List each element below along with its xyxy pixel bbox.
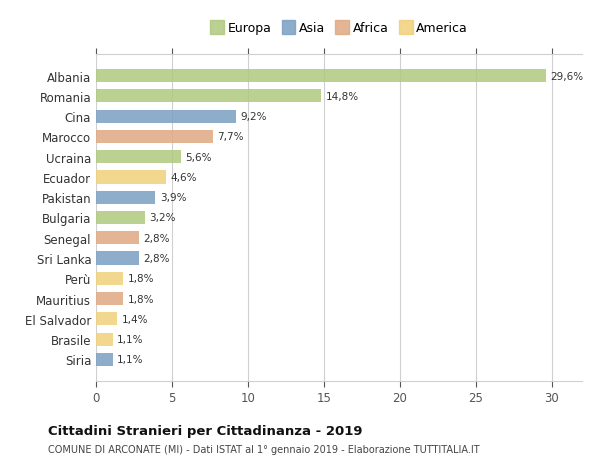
Bar: [96, 110, 236, 123]
Bar: [96, 191, 155, 204]
Text: 3,2%: 3,2%: [149, 213, 176, 223]
Text: 7,7%: 7,7%: [218, 132, 244, 142]
Text: Cittadini Stranieri per Cittadinanza - 2019: Cittadini Stranieri per Cittadinanza - 2…: [48, 424, 362, 437]
Text: 1,1%: 1,1%: [117, 334, 144, 344]
Bar: [96, 232, 139, 245]
Bar: [96, 212, 145, 224]
Bar: [96, 353, 113, 366]
Bar: [96, 90, 321, 103]
Text: 1,1%: 1,1%: [117, 355, 144, 364]
Bar: [96, 272, 124, 285]
Bar: [96, 70, 545, 83]
Text: 29,6%: 29,6%: [550, 72, 583, 81]
Text: 9,2%: 9,2%: [240, 112, 267, 122]
Text: 5,6%: 5,6%: [185, 152, 212, 162]
Bar: [96, 151, 181, 164]
Bar: [96, 171, 166, 184]
Text: 4,6%: 4,6%: [170, 173, 197, 183]
Text: 1,4%: 1,4%: [122, 314, 148, 324]
Text: 1,8%: 1,8%: [128, 294, 154, 304]
Bar: [96, 292, 124, 306]
Bar: [96, 252, 139, 265]
Bar: [96, 130, 213, 144]
Text: 14,8%: 14,8%: [325, 92, 358, 102]
Text: COMUNE DI ARCONATE (MI) - Dati ISTAT al 1° gennaio 2019 - Elaborazione TUTTITALI: COMUNE DI ARCONATE (MI) - Dati ISTAT al …: [48, 444, 479, 454]
Text: 1,8%: 1,8%: [128, 274, 154, 284]
Text: 2,8%: 2,8%: [143, 233, 170, 243]
Legend: Europa, Asia, Africa, America: Europa, Asia, Africa, America: [210, 22, 468, 35]
Text: 3,9%: 3,9%: [160, 193, 186, 203]
Bar: [96, 333, 113, 346]
Text: 2,8%: 2,8%: [143, 253, 170, 263]
Bar: [96, 313, 117, 326]
